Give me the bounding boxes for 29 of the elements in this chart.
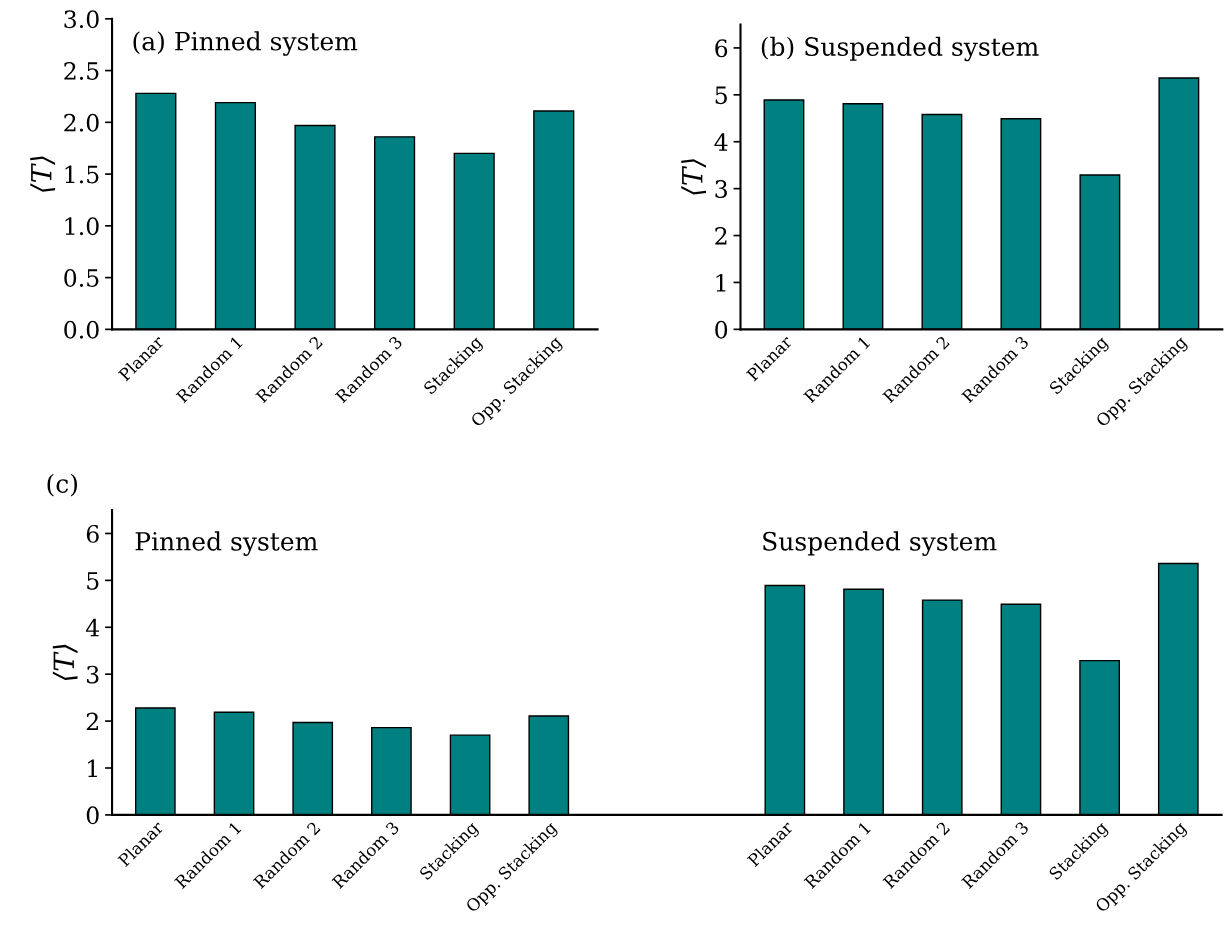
y-tick-label: 0.0 — [64, 320, 99, 339]
y-tick-label: 2 — [86, 712, 98, 731]
y-tick-label: 1 — [88, 759, 97, 777]
chart-title: (c) — [47, 473, 78, 497]
y-tick-label: 6 — [715, 39, 728, 58]
chart-title: (b) Suspended system — [761, 36, 1039, 62]
y-axis-title: ⟨T⟩ — [681, 159, 707, 195]
y-tick-label: 3.0 — [64, 10, 99, 29]
y-tick-label: 3 — [87, 665, 99, 684]
y-tick-label: 4 — [85, 618, 100, 637]
y-axis-title: ⟨T⟩ — [30, 156, 56, 192]
y-axis-title: ⟨T⟩ — [52, 644, 78, 681]
y-tick-label: 3 — [715, 180, 727, 198]
y-tick-label: 5 — [87, 572, 99, 590]
y-tick-label: 1 — [716, 273, 726, 292]
y-tick-label: 0 — [715, 320, 728, 339]
annotation: Suspended system — [763, 531, 997, 556]
y-tick-label: 1.0 — [65, 217, 99, 236]
y-tick-label: 2.0 — [64, 113, 99, 132]
annotation: Pinned system — [135, 531, 318, 556]
chart-title: (a) Pinned system — [133, 31, 358, 56]
y-tick-label: 6 — [86, 524, 99, 543]
y-tick-label: 4 — [714, 133, 728, 151]
y-tick-label: 0.5 — [64, 269, 99, 287]
y-tick-label: 1.5 — [65, 165, 99, 184]
y-tick-label: 2 — [715, 226, 727, 245]
y-tick-label: 5 — [715, 86, 727, 105]
y-tick-label: 0 — [86, 806, 99, 825]
y-tick-label: 2.5 — [64, 62, 99, 80]
